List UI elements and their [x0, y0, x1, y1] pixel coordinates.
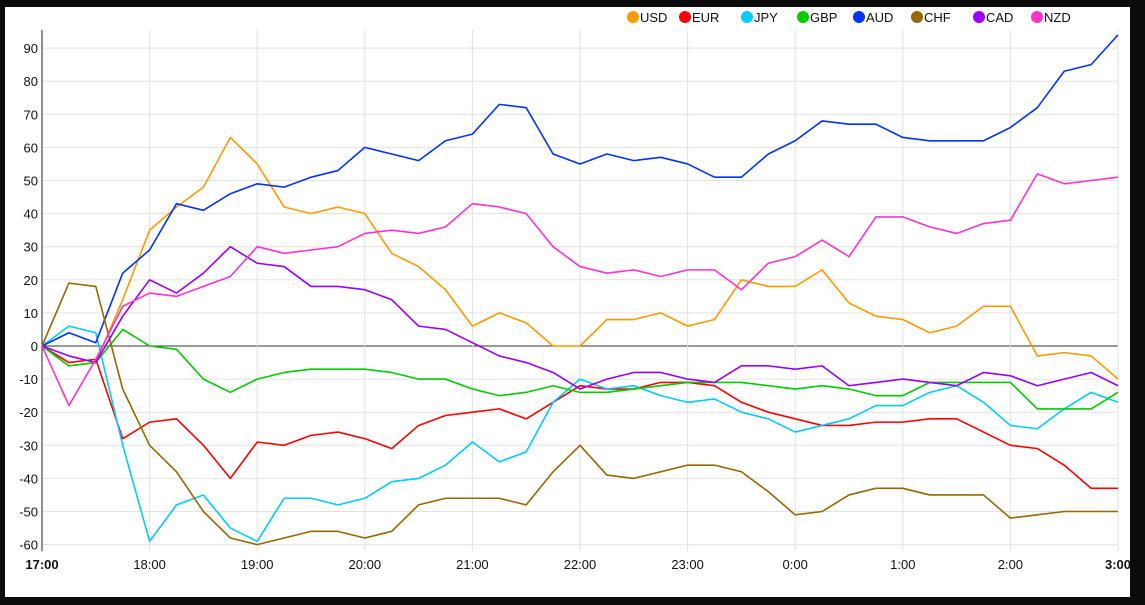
- legend-marker-icon: [853, 11, 865, 23]
- y-tick-label: 60: [24, 140, 38, 155]
- y-tick-label: -40: [19, 471, 38, 486]
- series-line-gbp: [41, 328, 1119, 410]
- x-tick-label: 21:00: [456, 557, 489, 572]
- x-tick-label: 17:00: [25, 557, 58, 572]
- y-tick-label: -60: [19, 538, 38, 553]
- legend-item-aud[interactable]: AUD: [853, 10, 893, 25]
- legend-label: JPY: [754, 10, 778, 25]
- legend-label: GBP: [810, 10, 837, 25]
- legend-label: NZD: [1044, 10, 1071, 25]
- series-line-cad: [41, 245, 1119, 390]
- y-tick-label: 30: [24, 240, 38, 255]
- legend-item-eur[interactable]: EUR: [679, 10, 719, 25]
- legend-label: EUR: [692, 10, 719, 25]
- series-line-usd: [41, 136, 1119, 380]
- legend-marker-icon: [627, 11, 639, 23]
- legend-label: CHF: [924, 10, 951, 25]
- legend-item-chf[interactable]: CHF: [911, 10, 951, 25]
- x-tick-label: 23:00: [671, 557, 704, 572]
- legend-marker-icon: [973, 11, 985, 23]
- y-tick-label: -30: [19, 438, 38, 453]
- y-tick-label: 20: [24, 273, 38, 288]
- y-tick-label: 70: [24, 107, 38, 122]
- legend-label: CAD: [986, 10, 1013, 25]
- x-tick-label: 18:00: [133, 557, 166, 572]
- series-line-jpy: [41, 325, 1119, 543]
- legend-label: AUD: [866, 10, 893, 25]
- x-tick-label: 1:00: [890, 557, 915, 572]
- x-tick-label: 2:00: [998, 557, 1023, 572]
- legend-marker-icon: [679, 11, 691, 23]
- legend-item-jpy[interactable]: JPY: [741, 10, 778, 25]
- series-line-chf: [41, 282, 1118, 546]
- legend-marker-icon: [1031, 11, 1043, 23]
- series-line-aud: [41, 34, 1119, 347]
- series-line-eur: [41, 345, 1118, 490]
- x-tick-label: 19:00: [241, 557, 274, 572]
- x-tick-label: 3:00: [1105, 557, 1131, 572]
- y-tick-label: -50: [19, 505, 38, 520]
- y-tick-label: 50: [24, 174, 38, 189]
- legend-marker-icon: [741, 11, 753, 23]
- legend-item-cad[interactable]: CAD: [973, 10, 1013, 25]
- y-tick-label: 0: [31, 339, 38, 354]
- y-tick-label: 90: [24, 41, 38, 56]
- y-tick-label: -20: [19, 405, 38, 420]
- series-line-nzd: [41, 173, 1119, 407]
- x-tick-label: 0:00: [783, 557, 808, 572]
- legend-item-usd[interactable]: USD: [627, 10, 667, 25]
- y-tick-label: 40: [24, 207, 38, 222]
- x-tick-label: 20:00: [349, 557, 382, 572]
- x-tick-label: 22:00: [564, 557, 597, 572]
- y-tick-label: 80: [24, 74, 38, 89]
- legend-item-gbp[interactable]: GBP: [797, 10, 837, 25]
- legend-marker-icon: [797, 11, 809, 23]
- legend-item-nzd[interactable]: NZD: [1031, 10, 1071, 25]
- legend-marker-icon: [911, 11, 923, 23]
- y-tick-label: -10: [19, 372, 38, 387]
- legend-label: USD: [640, 10, 667, 25]
- y-tick-label: 10: [24, 306, 38, 321]
